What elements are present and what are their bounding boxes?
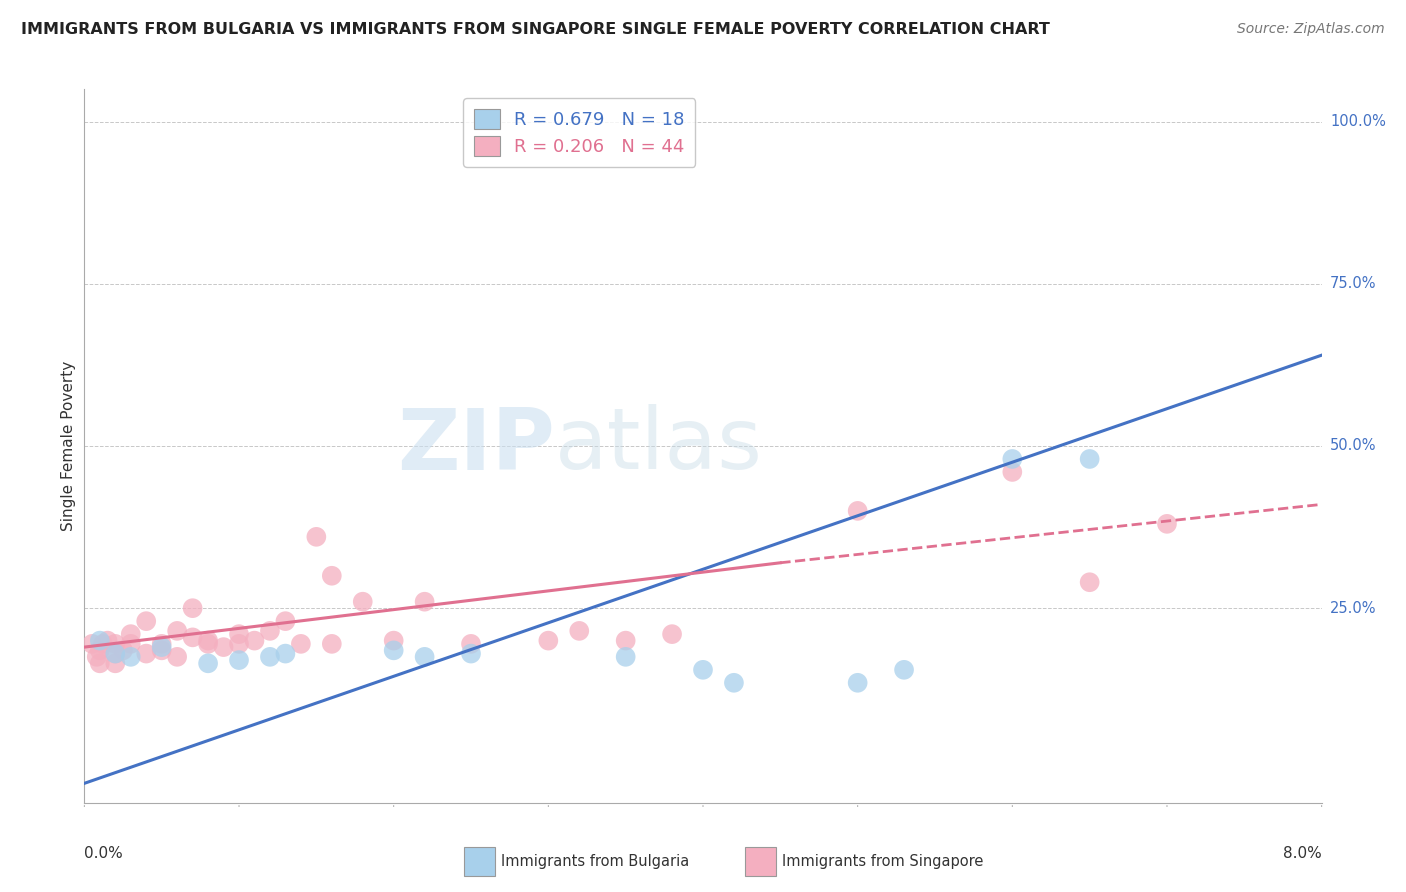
Point [893, 663, 915, 677]
Point [91, 637, 114, 651]
Point [1156, 516, 1178, 531]
Point [382, 643, 405, 657]
Point [86, 649, 108, 664]
Point [150, 637, 173, 651]
Point [413, 595, 436, 609]
Point [135, 614, 157, 628]
Point [305, 530, 328, 544]
Point [104, 647, 127, 661]
Y-axis label: Single Female Poverty: Single Female Poverty [60, 361, 76, 531]
Point [321, 637, 343, 651]
Point [243, 633, 266, 648]
Text: IMMIGRANTS FROM BULGARIA VS IMMIGRANTS FROM SINGAPORE SINGLE FEMALE POVERTY CORR: IMMIGRANTS FROM BULGARIA VS IMMIGRANTS F… [21, 22, 1050, 37]
Point [228, 637, 250, 651]
Point [614, 633, 637, 648]
Point [537, 633, 560, 648]
Text: Immigrants from Bulgaria: Immigrants from Bulgaria [501, 855, 689, 869]
Legend: R = 0.679   N = 18, R = 0.206   N = 44: R = 0.679 N = 18, R = 0.206 N = 44 [464, 98, 695, 167]
Point [150, 640, 173, 654]
Point [197, 633, 219, 648]
Point [120, 649, 142, 664]
Point [1078, 452, 1101, 467]
Text: 75.0%: 75.0% [1330, 277, 1376, 292]
Point [181, 601, 204, 615]
Point [846, 675, 869, 690]
Point [460, 637, 482, 651]
Text: 0.0%: 0.0% [84, 846, 124, 861]
Point [104, 657, 127, 671]
Point [166, 624, 188, 638]
Point [212, 640, 235, 654]
Point [228, 653, 250, 667]
Text: Source: ZipAtlas.com: Source: ZipAtlas.com [1237, 22, 1385, 37]
Point [228, 627, 250, 641]
Point [692, 663, 714, 677]
Point [259, 649, 281, 664]
Point [290, 637, 312, 651]
Point [614, 649, 637, 664]
Point [89, 633, 111, 648]
Point [413, 649, 436, 664]
Text: Immigrants from Singapore: Immigrants from Singapore [782, 855, 983, 869]
Point [661, 627, 683, 641]
Point [112, 643, 135, 657]
Point [723, 675, 745, 690]
Point [274, 647, 297, 661]
Point [104, 637, 127, 651]
Point [197, 637, 219, 651]
Point [89, 643, 111, 657]
Point [1001, 452, 1024, 467]
Point [321, 568, 343, 582]
Point [568, 624, 591, 638]
Text: 50.0%: 50.0% [1330, 439, 1376, 453]
Point [135, 647, 157, 661]
Point [352, 595, 374, 609]
Point [846, 504, 869, 518]
Point [96, 633, 118, 648]
Point [1078, 575, 1101, 590]
Point [382, 633, 405, 648]
Text: 8.0%: 8.0% [1282, 846, 1322, 861]
Point [104, 647, 127, 661]
Point [120, 637, 142, 651]
Text: atlas: atlas [554, 404, 762, 488]
Point [166, 649, 188, 664]
Text: 100.0%: 100.0% [1330, 114, 1386, 129]
Point [259, 624, 281, 638]
Point [150, 643, 173, 657]
Point [120, 627, 142, 641]
Point [197, 657, 219, 671]
Point [1001, 465, 1024, 479]
Text: 25.0%: 25.0% [1330, 600, 1376, 615]
Text: ZIP: ZIP [396, 404, 554, 488]
Point [274, 614, 297, 628]
Point [82, 637, 104, 651]
Point [181, 631, 204, 645]
Point [89, 657, 111, 671]
Point [460, 647, 482, 661]
